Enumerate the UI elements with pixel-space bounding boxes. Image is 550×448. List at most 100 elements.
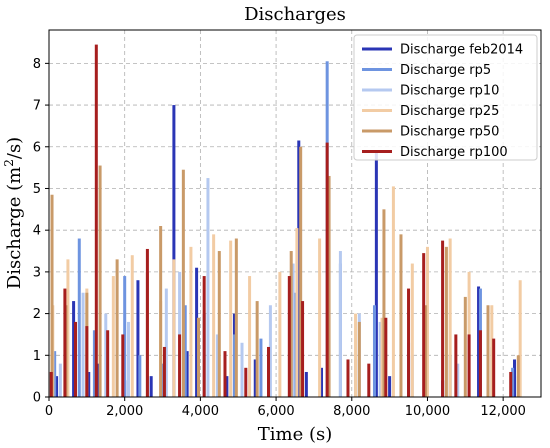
- series-5-bar-19: [384, 317, 388, 397]
- series-1-bar-18: [511, 367, 515, 397]
- y-axis-label-end: /s): [4, 137, 25, 159]
- series-2-bar-8: [240, 342, 244, 397]
- series-4-bar-12: [289, 251, 293, 397]
- series-1-bar-14: [372, 305, 376, 397]
- series-5-bar-8: [162, 346, 166, 397]
- series-4-bar-11: [255, 301, 259, 397]
- plot-frame: [48, 29, 542, 398]
- x-tick-label-6: 12,000: [480, 404, 526, 419]
- series-4-bar-18: [424, 305, 428, 397]
- series-0-bar-2: [87, 371, 91, 397]
- series-0-bar-16: [374, 150, 378, 397]
- y-tick-label-3: 3: [33, 265, 41, 280]
- series-bars: [49, 44, 522, 397]
- series-0-bar-10: [225, 376, 229, 397]
- series-0-bar-9: [195, 267, 199, 397]
- chart-title: Discharges: [244, 4, 346, 25]
- series-5-bar-27: [509, 371, 513, 397]
- series-0-bar-3: [96, 363, 100, 397]
- series-1-bar-3: [123, 276, 127, 397]
- series-1-bar-6: [183, 305, 187, 397]
- series-3-bar-19: [448, 238, 452, 397]
- series-0-bar-17: [388, 376, 392, 397]
- series-4-bar-9: [217, 251, 221, 397]
- series-4-bar-4: [115, 259, 119, 397]
- y-axis-label-sup: 2: [2, 159, 16, 167]
- legend-label-4: Discharge rp50: [400, 125, 499, 140]
- series-4-bar-6: [159, 226, 163, 397]
- series-5-bar-21: [422, 253, 426, 397]
- series-5-bar-26: [492, 338, 496, 397]
- series-4-bar-16: [382, 209, 386, 397]
- series-3-bar-13: [318, 238, 322, 397]
- series-4-bar-14: [327, 175, 331, 397]
- series-1-bar-8: [232, 334, 236, 397]
- series-3-bar-10: [248, 276, 252, 397]
- series-5-bar-3: [85, 326, 89, 397]
- series-5-bar-23: [454, 334, 458, 397]
- series-3-bar-12: [295, 228, 299, 397]
- series-5-bar-15: [301, 301, 305, 397]
- series-5-bar-13: [267, 346, 271, 397]
- series-4-bar-3: [98, 165, 102, 397]
- series-1-bar-4: [138, 355, 142, 397]
- series-3-bar-16: [391, 186, 395, 397]
- series-5-bar-18: [367, 363, 371, 397]
- legend-label-0: Discharge feb2014: [400, 43, 523, 58]
- series-5-bar-11: [223, 351, 227, 397]
- x-axis-ticks: 0 2,000 4,000 6,000 8,000 10,000 12,000: [45, 397, 526, 419]
- series-1-bar-9: [259, 338, 263, 397]
- y-axis-ticks: 0 1 2 3 4 5 6 7 8: [33, 57, 49, 406]
- series-4-bar-20: [463, 296, 467, 397]
- x-axis-label: Time (s): [258, 424, 333, 445]
- series-0-bar-21: [513, 359, 517, 397]
- series-5-bar-2: [73, 321, 77, 397]
- y-tick-label-0: 0: [33, 391, 41, 406]
- series-2-bar-0: [58, 363, 62, 397]
- series-0-bar-7: [172, 105, 176, 397]
- series-5-bar-12: [244, 367, 248, 397]
- y-axis-label: Discharge (m2/s): [2, 137, 25, 289]
- series-1-bar-10: [293, 292, 297, 397]
- series-4-bar-10: [234, 238, 238, 397]
- series-3-bar-7: [189, 246, 193, 397]
- series-5-bar-14: [287, 276, 291, 397]
- legend-box: [353, 34, 538, 161]
- series-5-bar-6: [121, 334, 125, 397]
- series-5: [49, 44, 513, 397]
- series-4-bar-8: [196, 317, 200, 397]
- series-3-bar-4: [130, 255, 134, 397]
- series-5-bar-5: [106, 330, 110, 397]
- series-3-bar-15: [380, 317, 384, 397]
- series-0-bar-6: [149, 376, 153, 397]
- series-3-bar-1: [66, 259, 70, 397]
- series-2-bar-2: [104, 313, 108, 397]
- series-4-bar-17: [399, 234, 403, 397]
- series-2-bar-7: [215, 334, 219, 397]
- series-3-bar-14: [354, 313, 358, 397]
- series-3-bar-11: [278, 271, 282, 397]
- series-0-bar-13: [297, 140, 301, 397]
- x-tick-label-1: 2,000: [106, 404, 143, 419]
- series-0-bar-15: [319, 367, 323, 397]
- series-1-bar-2: [92, 330, 96, 397]
- series-5-bar-10: [202, 276, 206, 397]
- series-5-bar-4: [94, 44, 98, 397]
- y-tick-label-5: 5: [33, 182, 41, 197]
- series-3-bar-18: [425, 246, 429, 397]
- x-tick-label-3: 6,000: [257, 404, 294, 419]
- x-tick-label-4: 8,000: [333, 404, 370, 419]
- series-2-bar-4: [164, 288, 168, 397]
- series-2-bar-6: [206, 178, 210, 397]
- x-tick-label-2: 4,000: [182, 404, 219, 419]
- series-5-bar-17: [346, 359, 350, 397]
- series-4-bar-0: [50, 194, 54, 397]
- series-4-bar-22: [516, 355, 520, 397]
- series-0-bar-1: [72, 301, 76, 397]
- series-3-bar-8: [212, 234, 216, 397]
- series-5-bar-16: [325, 142, 329, 397]
- series-2-bar-15: [456, 363, 460, 397]
- series-3-bar-21: [490, 305, 494, 397]
- series-5-bar-20: [407, 288, 411, 397]
